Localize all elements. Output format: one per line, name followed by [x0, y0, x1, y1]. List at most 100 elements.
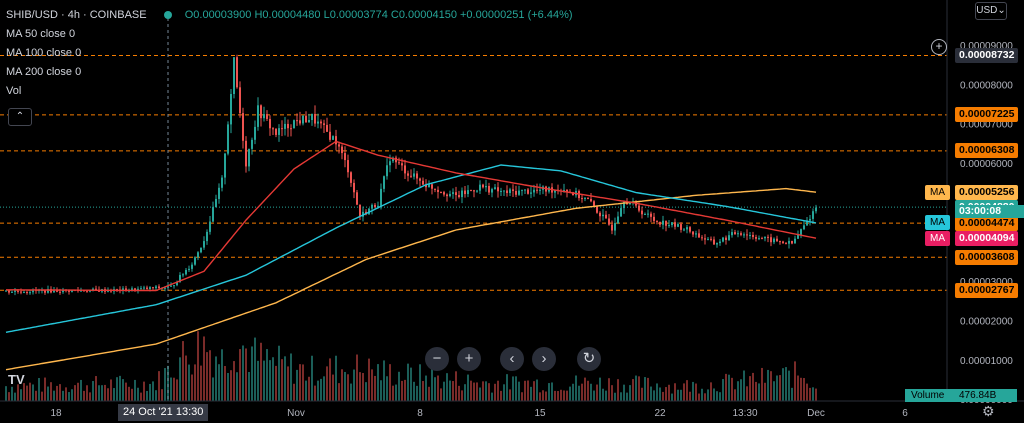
candle-body: [638, 205, 640, 211]
candle-body: [314, 113, 316, 124]
chevron-up-icon: ⌃: [15, 111, 25, 122]
tradingview-logo-icon[interactable]: TV: [8, 372, 25, 387]
volume-bar: [755, 381, 757, 401]
volume-bar: [620, 392, 622, 401]
volume-bar: [785, 367, 787, 401]
candle-body: [176, 282, 178, 286]
volume-bar: [794, 361, 796, 401]
zoom-in-icon[interactable]: +: [457, 347, 481, 371]
volume-bar: [596, 384, 598, 401]
gear-icon[interactable]: ⚙: [982, 403, 995, 419]
volume-bar: [296, 369, 298, 401]
volume-bar: [305, 380, 307, 401]
candle-body: [425, 184, 427, 188]
candle-body: [5, 290, 7, 292]
ma-axis-label: MA: [925, 230, 950, 246]
candle-body: [443, 192, 445, 195]
candle-body: [206, 231, 208, 242]
volume-bar: [473, 382, 475, 401]
volume-bar: [428, 386, 430, 401]
candle-body: [755, 236, 757, 239]
scroll-right-icon[interactable]: ›: [532, 347, 556, 371]
candle-body: [398, 162, 400, 164]
volume-bar: [725, 373, 727, 401]
volume-bar: [686, 380, 688, 401]
symbol-title[interactable]: SHIB/USD · 4h · COINBASE: [6, 9, 147, 21]
candle-body: [386, 165, 388, 177]
candle-body: [197, 252, 199, 258]
candle-body: [221, 177, 223, 188]
volume-bar: [593, 390, 595, 401]
collapse-legend-button[interactable]: ⌃: [8, 108, 32, 126]
volume-bar: [506, 374, 508, 401]
candle-body: [587, 197, 589, 199]
volume-bar: [674, 383, 676, 401]
candle-body: [305, 115, 307, 123]
price-tick-label: 0.00009000: [960, 41, 1013, 52]
volume-bar: [770, 371, 772, 401]
volume-bar: [119, 375, 121, 401]
volume-bar: [128, 386, 130, 401]
volume-bar: [248, 371, 250, 401]
candle-body: [482, 184, 484, 188]
price-tick-label: 0.00002000: [960, 316, 1013, 327]
volume-bar: [443, 381, 445, 401]
indicator-ma100[interactable]: MA 100 close 0: [6, 47, 82, 59]
reset-icon[interactable]: ↻: [577, 347, 601, 371]
volume-bar: [104, 384, 106, 401]
candle-body: [452, 192, 454, 194]
candle-body: [623, 201, 625, 209]
volume-bar: [89, 392, 91, 401]
volume-bar: [338, 383, 340, 401]
volume-bar: [113, 388, 115, 401]
volume-bar: [365, 382, 367, 401]
volume-bar: [566, 390, 568, 401]
volume-bar: [461, 390, 463, 401]
volume-bar: [569, 386, 571, 401]
indicator-ma50[interactable]: MA 50 close 0: [6, 28, 76, 40]
price-tick-label: 0.00006000: [960, 159, 1013, 170]
time-tick-label: 8: [417, 408, 423, 419]
volume-bar: [509, 389, 511, 401]
candle-body: [290, 128, 292, 130]
price-tick-label: 0.00008000: [960, 80, 1013, 91]
volume-bar: [224, 366, 226, 401]
zoom-out-icon[interactable]: −: [425, 347, 449, 371]
volume-bar: [320, 378, 322, 401]
candle-body: [506, 190, 508, 194]
volume-bar: [56, 385, 58, 401]
volume-bar: [272, 357, 274, 401]
indicator-ma200[interactable]: MA 200 close 0: [6, 66, 82, 78]
candle-body: [458, 195, 460, 198]
indicator-volume[interactable]: Vol: [6, 85, 22, 97]
scroll-left-icon[interactable]: ‹: [500, 347, 524, 371]
volume-bar: [746, 386, 748, 401]
volume-bar: [698, 393, 700, 401]
candle-body: [185, 269, 187, 275]
candle-body: [389, 161, 391, 166]
volume-bar: [140, 392, 142, 401]
volume-bar: [758, 383, 760, 401]
candle-body: [614, 223, 616, 231]
candle-body: [284, 123, 286, 129]
candle-body: [431, 184, 433, 189]
candle-body: [320, 121, 322, 124]
volume-bar: [188, 364, 190, 401]
candle-body: [500, 190, 502, 192]
candle-body: [698, 233, 700, 238]
volume-bar: [173, 377, 175, 401]
candle-body: [359, 204, 361, 217]
volume-bar: [713, 388, 715, 401]
chart-legend: SHIB/USD · 4h · COINBASE O0.00003900 H0.…: [6, 6, 573, 101]
volume-bar: [137, 387, 139, 401]
volume-bar: [209, 350, 211, 401]
candle-body: [407, 173, 409, 176]
volume-bar: [512, 376, 514, 401]
add-alert-icon[interactable]: +: [931, 39, 947, 55]
volume-bar: [335, 355, 337, 401]
currency-button[interactable]: USD⌄: [975, 2, 1007, 20]
candle-body: [404, 165, 406, 174]
candle-body: [566, 189, 568, 192]
candle-body: [224, 153, 226, 178]
volume-bar: [182, 341, 184, 401]
